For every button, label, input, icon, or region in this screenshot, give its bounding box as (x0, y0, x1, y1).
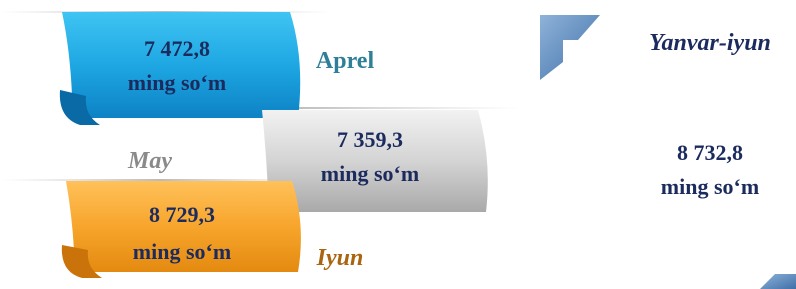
value: 7 359,3 (337, 127, 403, 152)
month-label: Iyun (316, 245, 364, 271)
unit: ming so‘m (321, 161, 419, 186)
total-value: 8 732,8 (677, 140, 743, 165)
unit: ming so‘m (128, 70, 226, 95)
value: 7 472,8 (144, 36, 210, 61)
unit: ming so‘m (133, 239, 231, 264)
corner-bracket (760, 274, 796, 289)
ribbon-blue (62, 12, 300, 118)
month-label: May (127, 148, 172, 174)
period-label: Yanvar-iyun (649, 30, 771, 56)
corner-bracket (540, 15, 600, 80)
infographic: 7 472,8 ming so‘m 7 359,3 ming so‘m 8 72… (0, 0, 796, 289)
total-unit: ming so‘m (661, 174, 759, 199)
value: 8 729,3 (149, 202, 215, 227)
month-label: Aprel (316, 48, 375, 74)
